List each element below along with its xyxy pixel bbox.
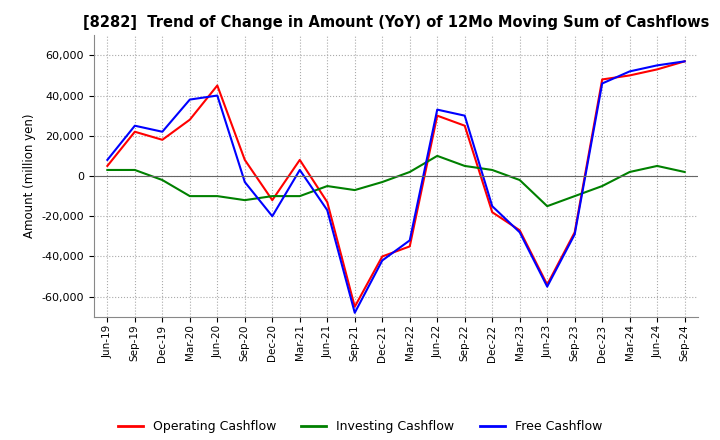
Free Cashflow	[186, 97, 194, 102]
Operating Cashflow	[433, 113, 441, 118]
Free Cashflow	[543, 284, 552, 289]
Operating Cashflow	[653, 67, 662, 72]
Operating Cashflow	[570, 230, 579, 235]
Operating Cashflow	[405, 244, 414, 249]
Free Cashflow	[323, 208, 332, 213]
Free Cashflow	[488, 204, 497, 209]
Operating Cashflow	[186, 117, 194, 122]
Operating Cashflow	[240, 157, 249, 162]
Operating Cashflow	[543, 282, 552, 287]
Free Cashflow	[460, 113, 469, 118]
Investing Cashflow	[130, 167, 139, 172]
Free Cashflow	[598, 81, 606, 86]
Line: Investing Cashflow: Investing Cashflow	[107, 156, 685, 206]
Free Cashflow	[626, 69, 634, 74]
Free Cashflow	[516, 230, 524, 235]
Investing Cashflow	[103, 167, 112, 172]
Free Cashflow	[213, 93, 222, 98]
Free Cashflow	[405, 238, 414, 243]
Investing Cashflow	[158, 177, 166, 183]
Investing Cashflow	[460, 163, 469, 169]
Operating Cashflow	[103, 163, 112, 169]
Operating Cashflow	[351, 304, 359, 309]
Line: Operating Cashflow: Operating Cashflow	[107, 61, 685, 307]
Investing Cashflow	[268, 194, 276, 199]
Free Cashflow	[103, 157, 112, 162]
Investing Cashflow	[323, 183, 332, 189]
Free Cashflow	[433, 107, 441, 112]
Investing Cashflow	[213, 194, 222, 199]
Free Cashflow	[268, 213, 276, 219]
Investing Cashflow	[653, 163, 662, 169]
Operating Cashflow	[378, 254, 387, 259]
Investing Cashflow	[516, 177, 524, 183]
Investing Cashflow	[295, 194, 304, 199]
Operating Cashflow	[598, 77, 606, 82]
Investing Cashflow	[186, 194, 194, 199]
Free Cashflow	[378, 258, 387, 263]
Operating Cashflow	[295, 157, 304, 162]
Investing Cashflow	[598, 183, 606, 189]
Free Cashflow	[295, 167, 304, 172]
Line: Free Cashflow: Free Cashflow	[107, 61, 685, 313]
Free Cashflow	[240, 180, 249, 185]
Investing Cashflow	[433, 153, 441, 158]
Investing Cashflow	[626, 169, 634, 175]
Free Cashflow	[570, 232, 579, 237]
Operating Cashflow	[680, 59, 689, 64]
Operating Cashflow	[213, 83, 222, 88]
Free Cashflow	[653, 63, 662, 68]
Operating Cashflow	[516, 227, 524, 233]
Operating Cashflow	[626, 73, 634, 78]
Free Cashflow	[130, 123, 139, 128]
Operating Cashflow	[323, 199, 332, 205]
Investing Cashflow	[488, 167, 497, 172]
Investing Cashflow	[351, 187, 359, 193]
Free Cashflow	[680, 59, 689, 64]
Investing Cashflow	[240, 198, 249, 203]
Title: [8282]  Trend of Change in Amount (YoY) of 12Mo Moving Sum of Cashflows: [8282] Trend of Change in Amount (YoY) o…	[83, 15, 709, 30]
Operating Cashflow	[488, 209, 497, 215]
Operating Cashflow	[460, 123, 469, 128]
Investing Cashflow	[378, 180, 387, 185]
Investing Cashflow	[570, 194, 579, 199]
Investing Cashflow	[543, 204, 552, 209]
Operating Cashflow	[268, 198, 276, 203]
Operating Cashflow	[130, 129, 139, 134]
Investing Cashflow	[405, 169, 414, 175]
Investing Cashflow	[680, 169, 689, 175]
Free Cashflow	[351, 310, 359, 315]
Operating Cashflow	[158, 137, 166, 143]
Legend: Operating Cashflow, Investing Cashflow, Free Cashflow: Operating Cashflow, Investing Cashflow, …	[113, 415, 607, 438]
Y-axis label: Amount (million yen): Amount (million yen)	[23, 114, 36, 238]
Free Cashflow	[158, 129, 166, 134]
